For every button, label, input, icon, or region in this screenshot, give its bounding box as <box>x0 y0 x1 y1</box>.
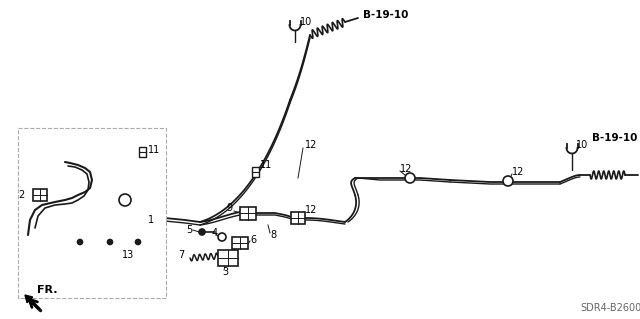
Text: 12: 12 <box>305 205 317 215</box>
Text: 6: 6 <box>250 235 256 245</box>
Text: 12: 12 <box>512 167 524 177</box>
Text: FR.: FR. <box>37 285 58 295</box>
Polygon shape <box>25 295 33 303</box>
Bar <box>33 189 47 201</box>
Circle shape <box>199 229 205 235</box>
Text: 3: 3 <box>222 267 228 277</box>
Circle shape <box>108 240 113 244</box>
Text: 13: 13 <box>122 250 134 260</box>
Circle shape <box>218 233 226 241</box>
Circle shape <box>503 176 513 186</box>
Text: 9: 9 <box>226 203 232 213</box>
Bar <box>291 212 305 224</box>
Text: 1: 1 <box>148 215 154 225</box>
Text: 12: 12 <box>400 164 412 174</box>
Circle shape <box>405 173 415 183</box>
Text: SDR4-B2600A: SDR4-B2600A <box>580 303 640 313</box>
Text: 5: 5 <box>186 225 192 235</box>
Text: 8: 8 <box>270 230 276 240</box>
Circle shape <box>119 194 131 206</box>
Bar <box>252 167 259 177</box>
Text: 10: 10 <box>576 140 588 150</box>
Bar <box>232 237 248 249</box>
Text: 12: 12 <box>305 140 317 150</box>
Bar <box>138 147 145 157</box>
Bar <box>240 206 256 219</box>
Bar <box>218 250 238 266</box>
Text: 11: 11 <box>148 145 160 155</box>
Text: 4: 4 <box>212 228 218 238</box>
Text: 7: 7 <box>178 250 184 260</box>
Circle shape <box>77 240 83 244</box>
Text: 2: 2 <box>18 190 24 200</box>
Text: B-19-10: B-19-10 <box>592 133 637 143</box>
Text: 10: 10 <box>300 17 312 27</box>
Text: 11: 11 <box>260 160 272 170</box>
Text: B-19-10: B-19-10 <box>363 10 408 20</box>
Bar <box>18 128 166 298</box>
Circle shape <box>136 240 141 244</box>
